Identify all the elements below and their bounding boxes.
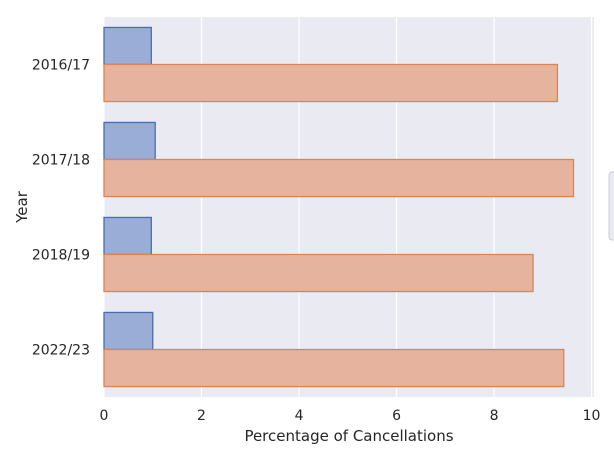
x-tick-label-8: 8 <box>490 408 499 424</box>
bar-s2-2017-18 <box>103 158 575 198</box>
y-axis-ticks: 2016/17 2017/18 2018/19 2022/23 <box>32 58 90 359</box>
x-tick-label-6: 6 <box>392 408 401 424</box>
legend-box <box>608 171 614 241</box>
x-tick-label-0: 0 <box>100 408 109 424</box>
bars <box>103 26 575 388</box>
bar-s1-2022-23 <box>103 311 154 351</box>
y-tick-label-2018-19: 2018/19 <box>32 248 90 264</box>
y-tick-label-2022-23: 2022/23 <box>32 343 90 359</box>
bar-s2-2018-19 <box>103 253 534 293</box>
bar-s2-2022-23 <box>103 348 565 388</box>
y-tick-label-2017-18: 2017/18 <box>32 153 90 169</box>
y-tick-label-2016-17: 2016/17 <box>32 58 90 74</box>
x-tick-label-2: 2 <box>197 408 206 424</box>
y-axis-title: Year <box>13 190 31 224</box>
bar-s2-2016-17 <box>103 63 559 103</box>
x-axis-title: Percentage of Cancellations <box>244 427 453 445</box>
x-tick-label-10: 10 <box>583 408 601 424</box>
bar-s1-2018-19 <box>103 216 152 256</box>
x-tick-label-4: 4 <box>295 408 304 424</box>
bar-s1-2017-18 <box>103 121 156 161</box>
bar-s1-2016-17 <box>103 26 152 66</box>
x-axis-ticks: 0 2 4 6 8 10 <box>100 408 601 424</box>
